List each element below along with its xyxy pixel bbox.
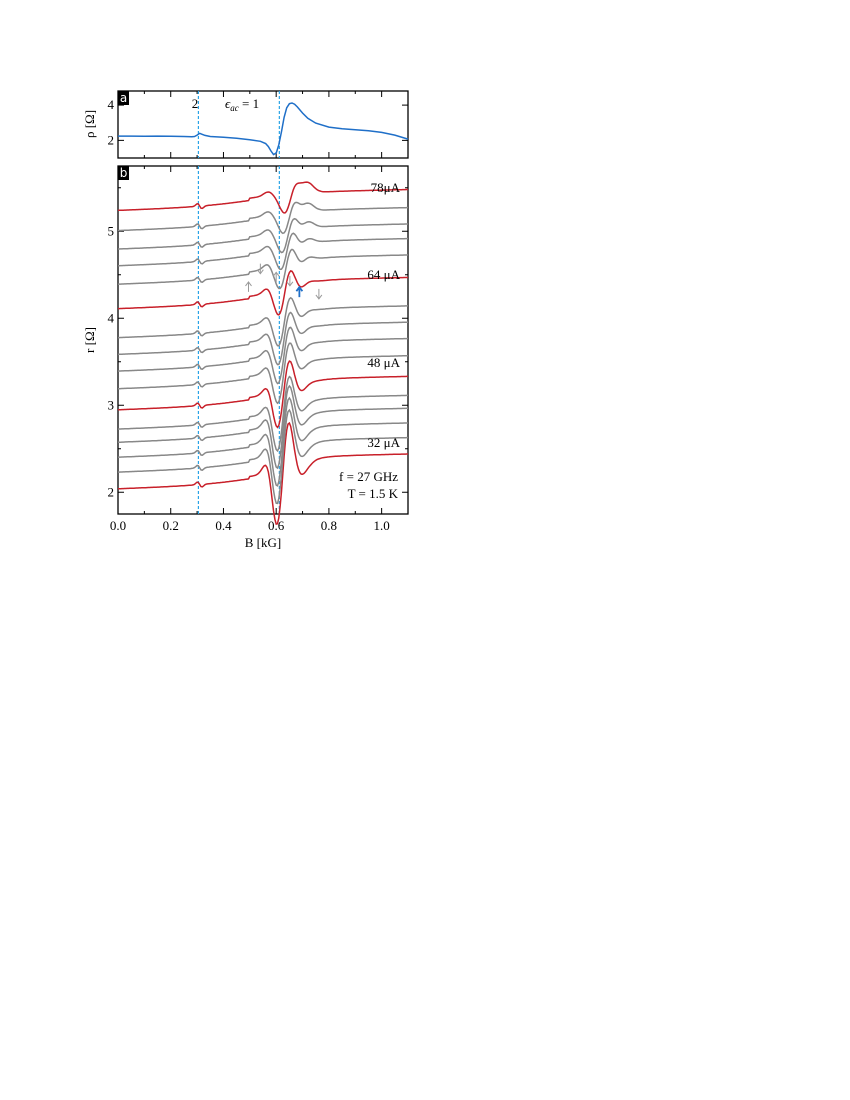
r-trace xyxy=(118,342,409,405)
b-xtick-label: 1.0 xyxy=(374,518,390,533)
panel-b-arrows xyxy=(245,263,323,300)
r-trace xyxy=(117,248,409,290)
r-trace xyxy=(117,326,409,385)
b-ytick-label: 3 xyxy=(108,397,115,412)
label-48uA: 48 μA xyxy=(367,355,400,370)
temperature-label: T = 1.5 K xyxy=(348,486,399,501)
arrow-head xyxy=(245,281,252,287)
panel-b-series xyxy=(117,181,409,525)
panel-a-badge xyxy=(118,91,129,105)
panel-a-vlines xyxy=(197,91,280,158)
panel-a: a 24 2 ϵac = 1 ρ [Ω] xyxy=(82,90,409,159)
panel-b-xticks: 0.0 0.2 0.4 0.6 0.8 1.0 xyxy=(110,166,409,533)
r-trace xyxy=(117,421,408,525)
panel-a-frame xyxy=(117,90,409,159)
panel-a-letter: a xyxy=(120,91,127,105)
x-axis-label: B [kG] xyxy=(245,535,281,550)
r-trace xyxy=(117,311,408,366)
r-trace xyxy=(118,270,408,316)
arrow-head xyxy=(256,269,264,275)
panel-b: b 2 3 4 5 0.0 0.2 0.4 0.6 0.8 1.0 78μA 64 μA 48 … xyxy=(82,165,409,550)
r-trace xyxy=(117,384,408,470)
resonance-label-2: 2 xyxy=(192,96,199,111)
r-trace xyxy=(117,396,408,487)
b-xtick-label: 0.0 xyxy=(110,518,126,533)
frequency-label: f = 27 GHz xyxy=(339,469,398,484)
arrow-head xyxy=(315,294,323,300)
panel-b-letter: b xyxy=(120,166,128,180)
b-xtick-label: 0.8 xyxy=(321,518,337,533)
r-trace xyxy=(117,360,408,429)
panel-a-ylabel: ρ [Ω] xyxy=(82,110,97,138)
b-ytick-label: 4 xyxy=(108,310,115,325)
panel-b-badge xyxy=(118,166,129,180)
arrow-head xyxy=(272,271,280,277)
r-trace xyxy=(118,408,408,505)
label-32uA: 32 μA xyxy=(367,435,400,450)
r-trace xyxy=(118,296,408,347)
r-trace xyxy=(117,201,408,235)
r-trace xyxy=(118,232,408,271)
eps-subscript: ac xyxy=(230,103,239,113)
panel-a-yticks: 24 xyxy=(108,97,408,147)
eps-tail: = 1 xyxy=(239,96,259,111)
label-64uA: 64 μA xyxy=(367,267,400,282)
panel-b-vlines xyxy=(197,166,280,514)
a-ytick-label: 4 xyxy=(108,97,115,112)
panel-b-frame xyxy=(117,165,409,515)
panel-b-ylabel: r [Ω] xyxy=(82,327,97,353)
resonance-label-eps: ϵac = 1 xyxy=(225,96,259,113)
r-trace xyxy=(117,181,408,214)
b-xtick-label: 0.4 xyxy=(215,518,232,533)
panel-a-series xyxy=(118,102,409,156)
r-trace xyxy=(118,217,408,254)
b-ytick-label: 5 xyxy=(108,223,115,238)
eps-symbol: ϵ xyxy=(225,96,231,111)
label-78uA: 78μA xyxy=(371,180,401,195)
arrow-head xyxy=(295,285,304,292)
panel-b-yticks: 2 3 4 5 xyxy=(108,187,408,499)
r-trace xyxy=(117,375,408,453)
b-xtick-label: 0.6 xyxy=(268,518,285,533)
b-ytick-label: 2 xyxy=(108,484,115,499)
a-ytick-label: 2 xyxy=(108,132,115,147)
panel-a-xticks xyxy=(117,91,409,158)
b-xtick-label: 0.2 xyxy=(163,518,179,533)
rho-trace xyxy=(118,102,409,156)
arrow-head xyxy=(286,281,294,287)
